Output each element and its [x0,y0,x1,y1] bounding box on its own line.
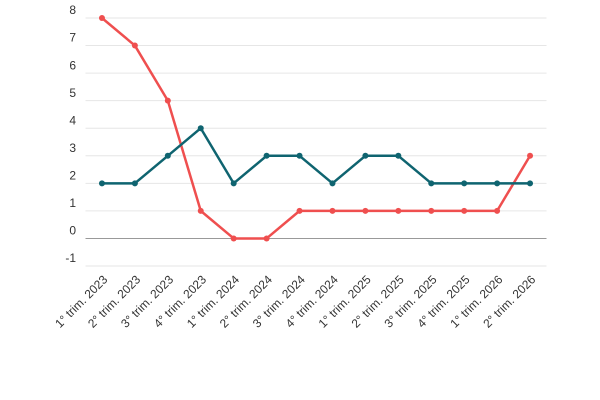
data-point [131,42,138,49]
data-point [329,180,336,187]
y-tick-label: 3 [69,141,76,155]
data-point [362,152,369,159]
y-tick-label: 1 [69,196,76,210]
series-line [101,126,531,185]
data-point [395,152,402,159]
data-point [329,207,336,214]
data-point [395,207,402,214]
data-point [428,207,435,214]
data-point [362,207,369,214]
y-tick-label: 8 [69,3,76,17]
data-point [527,152,534,159]
y-tick-label: 0 [69,224,76,238]
data-point [461,180,468,187]
data-point [494,180,501,187]
data-point [197,125,204,132]
data-point [428,180,435,187]
data-point [263,235,270,242]
y-tick-label: 5 [69,86,76,100]
series-line [101,17,532,240]
data-point [131,180,138,187]
data-point [527,180,534,187]
data-point [98,180,105,187]
data-point [230,180,237,187]
data-point [296,152,303,159]
data-point [296,207,303,214]
data-point [164,97,171,104]
data-point [230,235,237,242]
data-point [461,207,468,214]
y-tick-label: 2 [69,169,76,183]
y-tick-label: 7 [69,31,76,45]
data-point [164,152,171,159]
y-tick-label: -1 [65,251,76,265]
data-point [494,207,501,214]
data-point [263,152,270,159]
data-point [98,15,105,21]
y-tick-label: 4 [69,113,76,127]
y-tick-label: 6 [69,58,76,72]
data-point [197,207,204,214]
